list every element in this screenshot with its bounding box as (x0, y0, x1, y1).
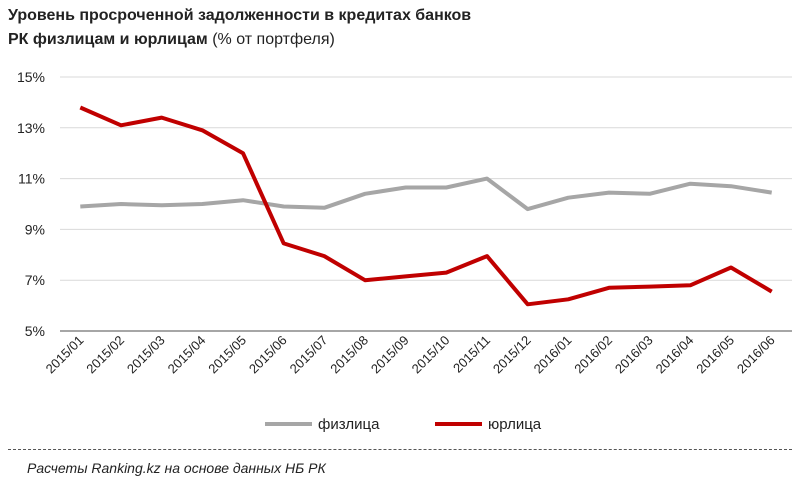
x-tick-label: 2016/05 (693, 333, 737, 377)
y-tick-label: 5% (25, 323, 45, 339)
legend-label: физлица (318, 416, 380, 433)
y-tick-label: 9% (25, 221, 45, 237)
y-tick-label: 13% (17, 120, 45, 136)
x-tick-label: 2016/06 (734, 333, 778, 377)
x-tick-label: 2015/01 (43, 333, 87, 377)
x-tick-label: 2016/01 (531, 333, 575, 377)
x-tick-label: 2015/02 (83, 333, 127, 377)
y-tick-label: 7% (25, 272, 45, 288)
chart-title: Уровень просроченной задолженности в кре… (8, 4, 471, 52)
x-tick-label: 2015/11 (450, 333, 493, 376)
x-tick-label: 2015/09 (368, 333, 412, 377)
y-tick-label: 11% (18, 171, 45, 187)
x-tick-label: 2015/10 (409, 333, 453, 377)
title-line2-bold: РК физлицам и юрлицам (8, 31, 208, 48)
title-line2-rest: (% от портфеля) (207, 31, 335, 48)
legend-label: юрлица (488, 416, 542, 433)
series-line-yurlitsa (79, 105, 773, 307)
x-tick-label: 2015/03 (124, 333, 168, 377)
source-note: Расчеты Ranking.kz на основе данных НБ Р… (27, 460, 326, 476)
x-tick-label: 2016/02 (571, 333, 615, 377)
x-tick-label: 2015/04 (165, 333, 209, 377)
x-tick-label: 2015/06 (246, 333, 290, 377)
title-line1: Уровень просроченной задолженности в кре… (8, 7, 472, 24)
x-tick-label: 2015/05 (205, 333, 249, 377)
separator (8, 449, 792, 450)
x-tick-label: 2016/04 (653, 333, 697, 377)
x-tick-label: 2016/03 (612, 333, 656, 377)
x-tick-label: 2015/07 (287, 333, 331, 377)
x-tick-label: 2015/08 (327, 333, 371, 377)
x-tick-label: 2015/12 (490, 333, 534, 377)
y-tick-label: 15% (17, 69, 45, 85)
series-line-fizlitsa (80, 176, 773, 212)
